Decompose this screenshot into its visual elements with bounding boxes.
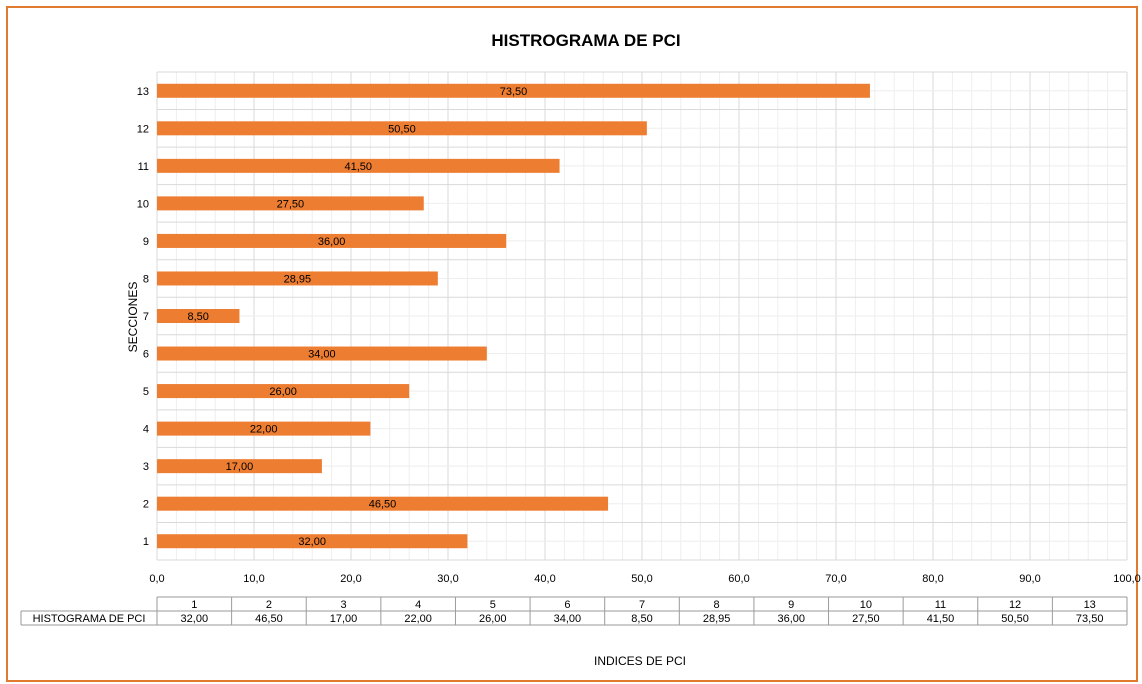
table-value-10: 27,50 <box>852 613 880 625</box>
table-header-1: 1 <box>191 599 197 611</box>
data-label-13: 73,50 <box>500 86 528 98</box>
bar-section-11 <box>157 158 560 173</box>
x-tick-label: 20,0 <box>340 573 361 585</box>
x-tick-label: 60,0 <box>728 573 749 585</box>
y-tick-label-13: 13 <box>137 86 149 98</box>
data-label-4: 22,00 <box>250 424 278 436</box>
table-header-6: 6 <box>564 599 570 611</box>
x-tick-label: 100,0 <box>1113 573 1141 585</box>
y-tick-label-1: 1 <box>143 536 149 548</box>
y-tick-label-8: 8 <box>143 273 149 285</box>
y-tick-label-3: 3 <box>143 461 149 473</box>
chart-frame <box>6 6 1138 682</box>
bar-section-4 <box>157 421 371 436</box>
table-header-7: 7 <box>639 599 645 611</box>
data-label-2: 46,50 <box>369 499 397 511</box>
table-value-9: 36,00 <box>777 613 805 625</box>
bar-section-12 <box>157 121 647 136</box>
table-header-8: 8 <box>714 599 720 611</box>
bars-group: 32,00 46,50 17,00 22,00 26,00 34,00 8,50 28,95 3… <box>157 83 870 549</box>
table-series-name: HISTOGRAMA DE PCI <box>33 613 146 625</box>
chart-title: HISTROGRAMA DE PCI <box>491 31 680 50</box>
data-label-1: 32,00 <box>298 536 326 548</box>
bar-section-1 <box>157 534 468 549</box>
x-tick-label: 70,0 <box>825 573 846 585</box>
y-tick-label-4: 4 <box>143 424 149 436</box>
bar-section-6 <box>157 346 487 361</box>
bar-section-8 <box>157 271 438 286</box>
table-header-12: 12 <box>1009 599 1021 611</box>
data-label-9: 36,00 <box>318 236 346 248</box>
x-tick-label: 50,0 <box>631 573 652 585</box>
table-header-9: 9 <box>788 599 794 611</box>
y-tick-label-9: 9 <box>143 236 149 248</box>
table-value-4: 22,00 <box>404 613 432 625</box>
y-tick-label-11: 11 <box>138 161 149 173</box>
y-axis-title: SECCIONES <box>126 282 140 353</box>
y-tick-label-2: 2 <box>143 499 149 511</box>
table-header-13: 13 <box>1084 599 1096 611</box>
table-value-8: 28,95 <box>703 613 731 625</box>
y-tick-label-12: 12 <box>137 123 149 135</box>
bar-section-5 <box>157 384 410 399</box>
x-tick-label: 10,0 <box>243 573 264 585</box>
table-value-5: 26,00 <box>479 613 507 625</box>
table-value-6: 34,00 <box>554 613 582 625</box>
x-tick-label: 90,0 <box>1019 573 1040 585</box>
data-label-5: 26,00 <box>269 386 297 398</box>
bar-section-2 <box>157 496 609 511</box>
bar-section-3 <box>157 459 322 474</box>
table-header-4: 4 <box>415 599 421 611</box>
table-header-5: 5 <box>490 599 496 611</box>
x-tick-label: 40,0 <box>534 573 555 585</box>
bar-section-9 <box>157 233 507 248</box>
table-value-11: 41,50 <box>927 613 955 625</box>
table-value-13: 73,50 <box>1076 613 1104 625</box>
x-tick-label: 30,0 <box>437 573 458 585</box>
table-header-10: 10 <box>860 599 872 611</box>
x-axis-title: INDICES DE PCI <box>594 654 686 668</box>
data-label-11: 41,50 <box>345 161 373 173</box>
table-value-1: 32,00 <box>181 613 209 625</box>
table-header-2: 2 <box>266 599 272 611</box>
y-tick-label-5: 5 <box>143 386 149 398</box>
bar-section-13 <box>157 83 870 98</box>
data-label-6: 34,00 <box>308 349 336 361</box>
y-tick-label-10: 10 <box>137 198 149 210</box>
y-tick-label-7: 7 <box>143 311 149 323</box>
table-header-11: 11 <box>935 599 946 611</box>
table-value-3: 17,00 <box>330 613 358 625</box>
data-table: 1 32,00 2 46,50 3 17,00 4 22,00 5 26,00 6 34,00 7 8,5… <box>20 596 1128 626</box>
x-tick-labels: 0,0 10,0 20,0 30,0 40,0 50,0 60,0 70,0 80,0 90,0 1… <box>149 573 1140 585</box>
table-value-7: 8,50 <box>631 613 652 625</box>
data-label-8: 28,95 <box>284 273 312 285</box>
y-tick-label-6: 6 <box>143 349 149 361</box>
x-tick-label: 0,0 <box>149 573 164 585</box>
data-label-10: 27,50 <box>277 198 305 210</box>
data-label-12: 50,50 <box>388 123 416 135</box>
data-label-3: 17,00 <box>226 461 254 473</box>
chart-grid <box>156 71 1128 561</box>
table-value-2: 46,50 <box>255 613 283 625</box>
table-header-3: 3 <box>340 599 346 611</box>
bar-section-7 <box>157 309 240 323</box>
bar-section-10 <box>157 196 424 211</box>
data-label-7: 8,50 <box>188 311 209 323</box>
table-value-12: 50,50 <box>1001 613 1029 625</box>
x-tick-label: 80,0 <box>922 573 943 585</box>
